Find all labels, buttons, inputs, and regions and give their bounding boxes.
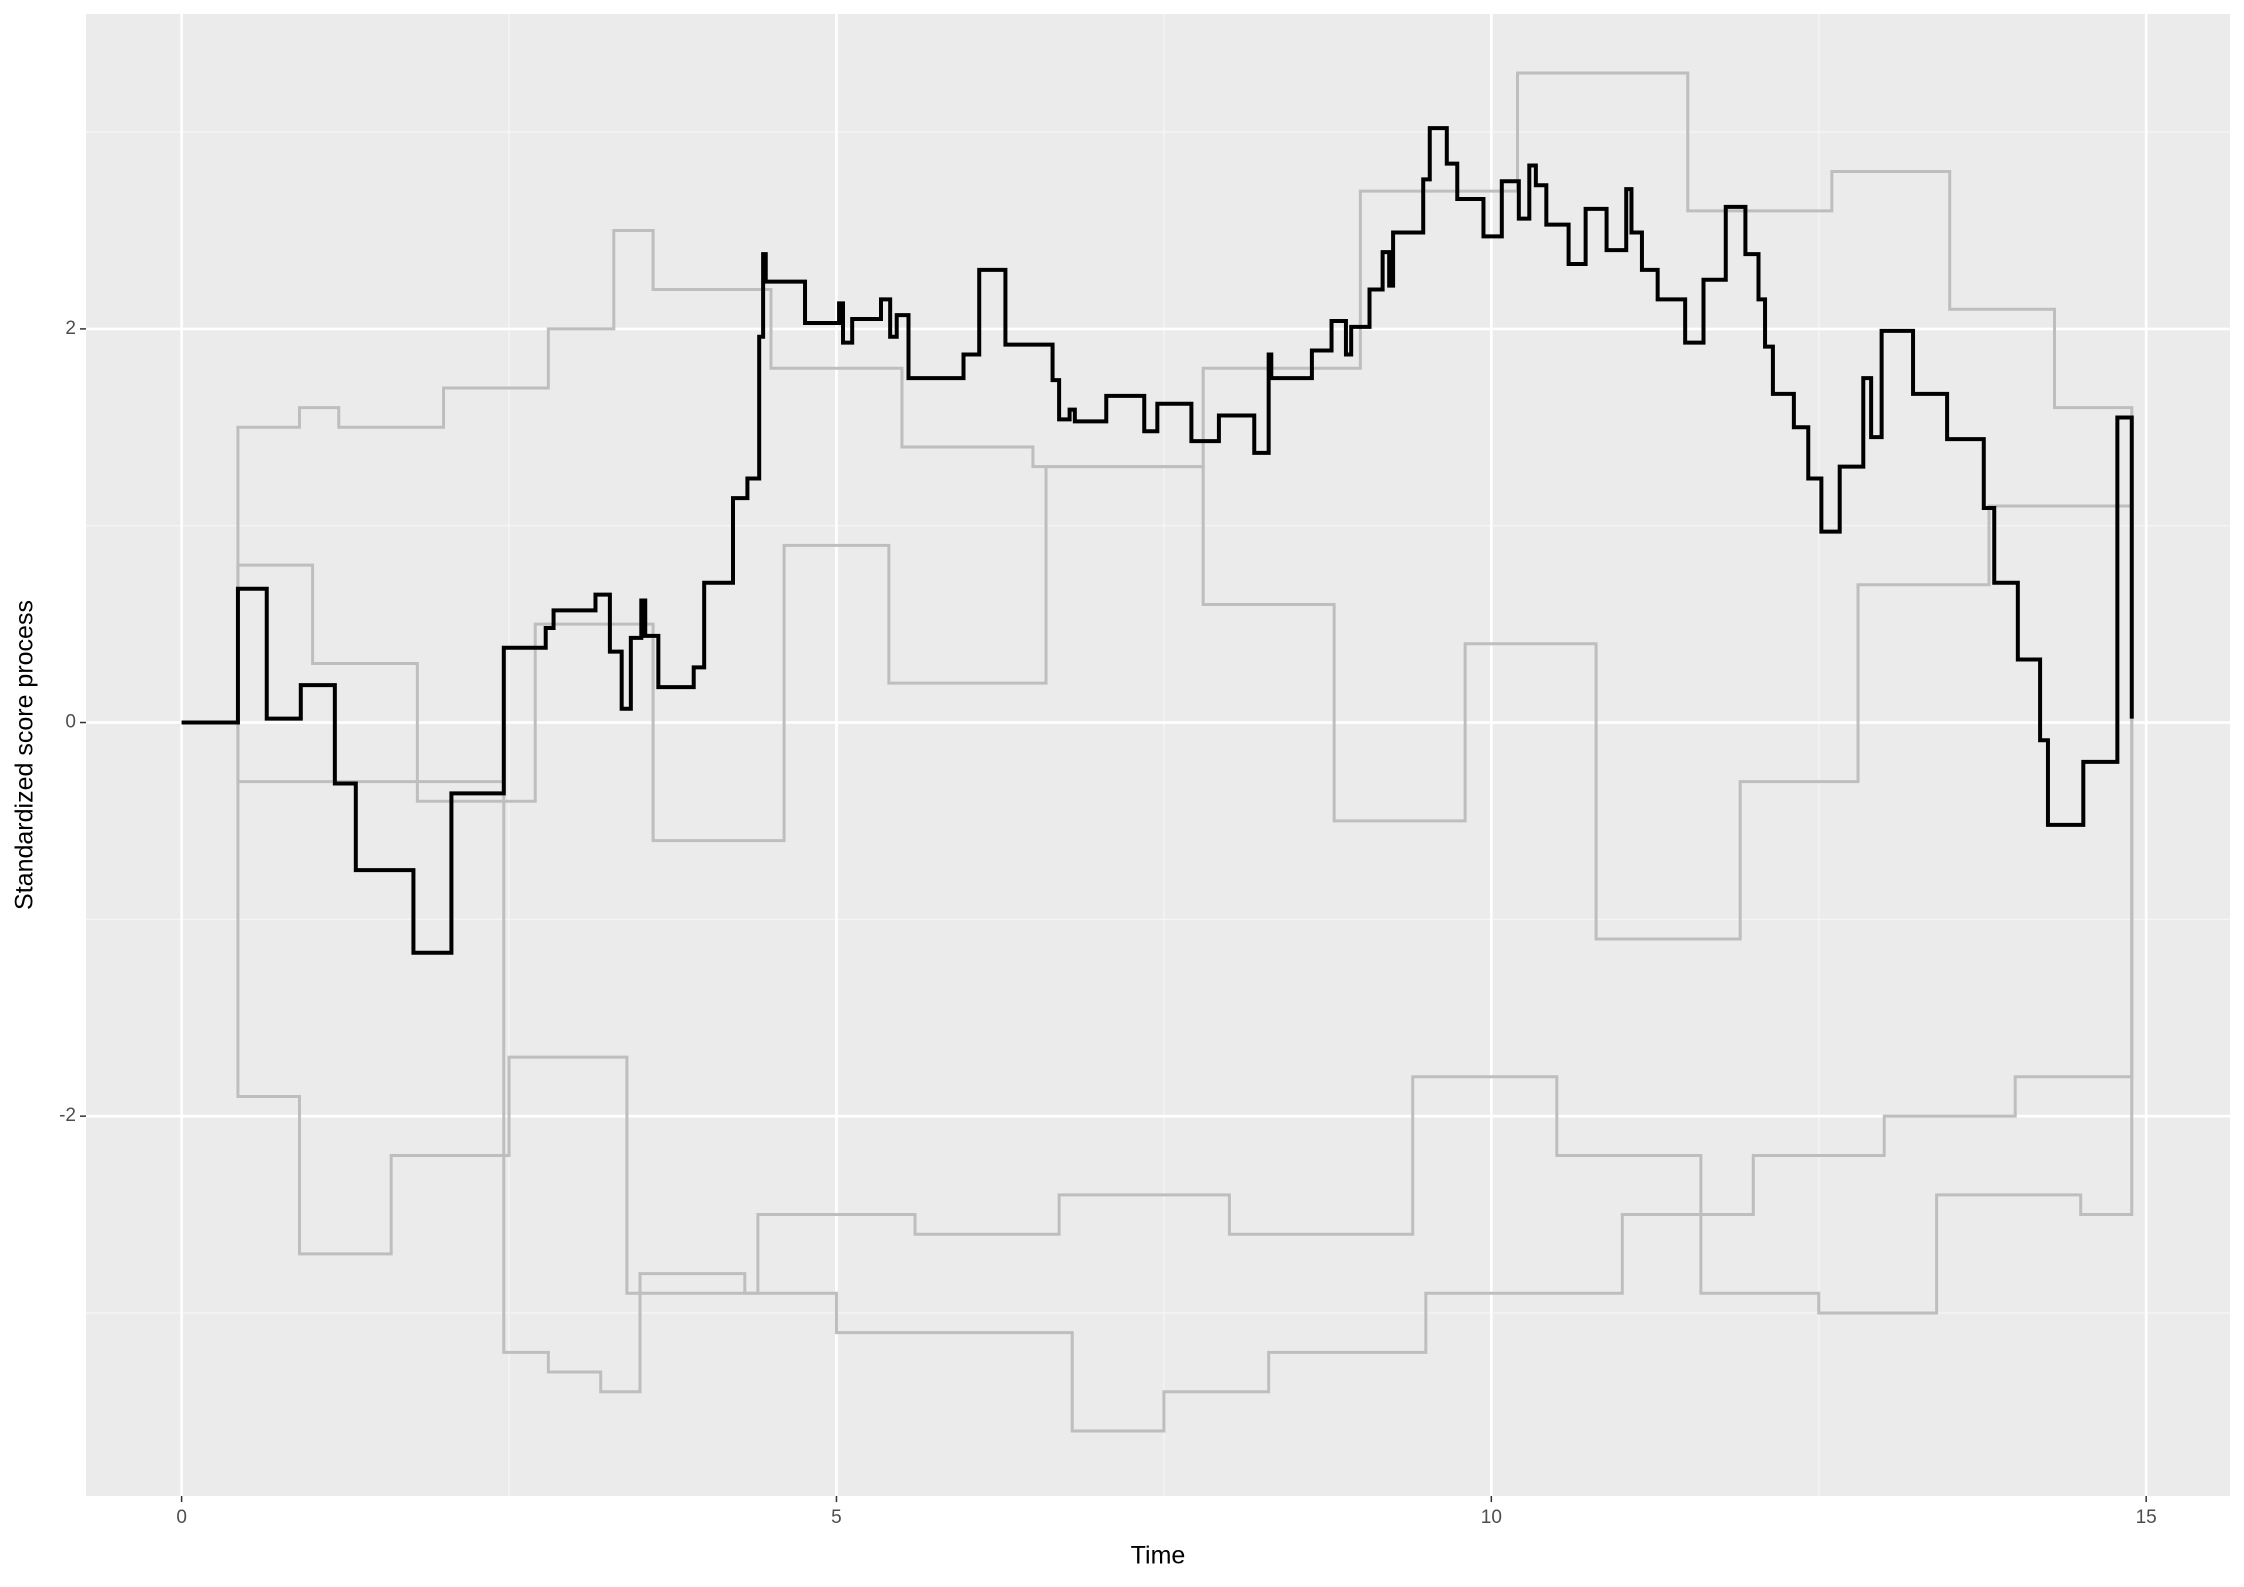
- x-tick-label: 10: [1481, 1507, 1502, 1528]
- simulated-path: [181, 721, 2134, 1315]
- simulated-path: [181, 71, 2134, 725]
- simulated-path: [181, 721, 2134, 1433]
- y-tick-label: 0: [65, 712, 76, 733]
- y-axis-title: Standardized score process: [11, 600, 39, 910]
- x-tick-label: 15: [2136, 1507, 2157, 1528]
- grid: [86, 14, 2230, 1496]
- y-tick-label: 2: [65, 318, 76, 339]
- ticks: 0 5 10 15 -2 0 2: [59, 318, 2157, 1528]
- x-tick-label: 0: [176, 1507, 187, 1528]
- x-axis-title: Time: [1131, 1542, 1186, 1570]
- y-tick-label: -2: [59, 1105, 76, 1126]
- x-tick-label: 5: [831, 1507, 842, 1528]
- simulated-path: [181, 465, 2134, 941]
- lines: [181, 71, 2134, 1433]
- observed-path: [181, 126, 2134, 955]
- plot-panel: [86, 14, 2230, 1496]
